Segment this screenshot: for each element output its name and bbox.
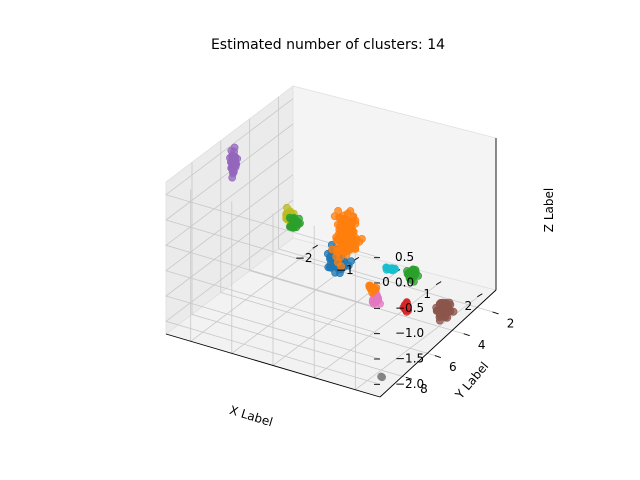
data-point	[296, 219, 304, 228]
data-point	[372, 283, 381, 292]
y-tick-label: 2	[507, 316, 515, 330]
data-point	[414, 271, 422, 280]
data-point	[449, 307, 458, 316]
data-point	[337, 262, 345, 271]
z-grid-line	[165, 148, 381, 309]
data-point	[402, 299, 411, 308]
y-grid-line	[220, 140, 435, 356]
axis-lines	[165, 138, 499, 398]
data-point	[391, 264, 399, 273]
y-tick-label: 6	[449, 360, 457, 374]
data-point	[446, 300, 455, 309]
data-point	[351, 240, 360, 249]
data-point	[349, 213, 358, 221]
z-grid-line	[165, 199, 381, 360]
data-point	[404, 306, 412, 315]
x-tick-mark	[435, 281, 442, 286]
y-tick-mark	[405, 376, 413, 380]
y-axis-line	[379, 289, 497, 398]
x-tick-mark	[312, 244, 318, 249]
y-grid-line	[278, 96, 493, 313]
chart-title: Estimated number of clusters: 14	[211, 37, 445, 53]
z-axis-label: Z Label	[542, 188, 556, 232]
data-point	[343, 209, 352, 218]
z-grid-line	[165, 98, 381, 259]
z-grid-line	[165, 224, 381, 385]
z-tick-label: −2.0	[395, 377, 424, 391]
data-point	[378, 373, 386, 382]
tick-labels: −2 −1 0 1 2 2 4 6 8 0.5 0.0 −0.5 −1.0 −1.5 −2.0	[295, 250, 515, 396]
data-points	[226, 143, 458, 382]
x-axis-line	[165, 333, 381, 398]
y-grid-line	[191, 162, 407, 378]
data-point	[347, 257, 355, 265]
x-tick-label: 2	[464, 299, 472, 313]
y-tick-mark	[463, 333, 470, 337]
y-tick-mark	[492, 311, 499, 315]
x-tick-mark	[477, 293, 483, 298]
z-tick-label: 0.5	[395, 250, 414, 264]
y-tick-label: 4	[478, 338, 486, 352]
z-tick-label: −0.5	[395, 301, 424, 315]
z-grid-line	[165, 123, 381, 284]
y-tick-mark	[434, 355, 441, 358]
z-tick-label: −1.5	[395, 352, 424, 366]
x-tick-label: 0	[382, 275, 390, 289]
data-point	[351, 219, 360, 228]
x-tick-label: −1	[336, 263, 354, 277]
x-tick-label: −2	[295, 251, 313, 265]
data-point	[334, 206, 342, 215]
y-grid-line	[249, 118, 464, 335]
z-grid-line	[165, 174, 381, 335]
data-point	[349, 227, 358, 236]
data-point	[232, 160, 241, 169]
z-tick-label: 0.0	[395, 276, 414, 290]
data-point	[332, 252, 341, 261]
data-point	[357, 234, 366, 243]
z-tick-label: −1.0	[395, 326, 424, 340]
y-tick-label: 8	[420, 382, 428, 396]
x-tick-label: 1	[423, 287, 431, 301]
data-point	[230, 143, 239, 152]
